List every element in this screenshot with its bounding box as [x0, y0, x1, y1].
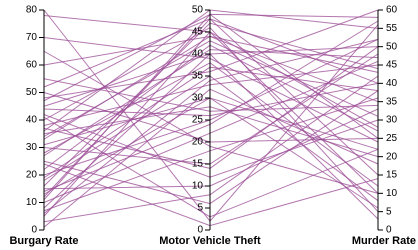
tick-label: 20 [192, 137, 204, 148]
record-line [43, 97, 379, 209]
tick-label: 70 [26, 32, 38, 43]
tick-label: 55 [386, 23, 398, 34]
tick-label: 15 [192, 159, 204, 170]
tick-label: 50 [192, 5, 204, 16]
tick-label: 0 [31, 225, 37, 236]
record-line [43, 20, 379, 192]
tick-label: 30 [386, 115, 398, 126]
tick-label: 10 [26, 197, 38, 208]
record-line [43, 15, 379, 194]
tick-label: 50 [386, 41, 398, 52]
tick-label: 30 [192, 93, 204, 104]
tick-label: 5 [197, 203, 203, 214]
tick-label: 20 [26, 170, 38, 181]
axis-name: Motor Vehicle Theft [159, 235, 261, 247]
tick-label: 5 [386, 206, 392, 217]
record-line [43, 38, 379, 214]
axis-name: Murder Rate [352, 235, 416, 247]
tick-label: 40 [386, 78, 398, 89]
tick-label: 80 [26, 5, 38, 16]
tick-label: 20 [386, 151, 398, 162]
tick-label: 60 [386, 5, 398, 16]
record-line [43, 50, 379, 194]
tick-label: 35 [192, 71, 204, 82]
tick-label: 25 [192, 115, 204, 126]
tick-label: 10 [386, 188, 398, 199]
axis-name: Burgary Rate [9, 235, 78, 247]
tick-label: 60 [26, 60, 38, 71]
tick-label: 40 [26, 115, 38, 126]
record-line [43, 13, 379, 102]
tick-label: 45 [386, 60, 398, 71]
tick-label: 0 [386, 225, 392, 236]
tick-label: 50 [26, 87, 38, 98]
tick-label: 35 [386, 96, 398, 107]
tick-label: 40 [192, 49, 204, 60]
tick-label: 10 [192, 181, 204, 192]
tick-label: 15 [386, 170, 398, 181]
tick-label: 0 [197, 225, 203, 236]
tick-label: 45 [192, 27, 204, 38]
tick-label: 25 [386, 133, 398, 144]
tick-label: 30 [26, 142, 38, 153]
